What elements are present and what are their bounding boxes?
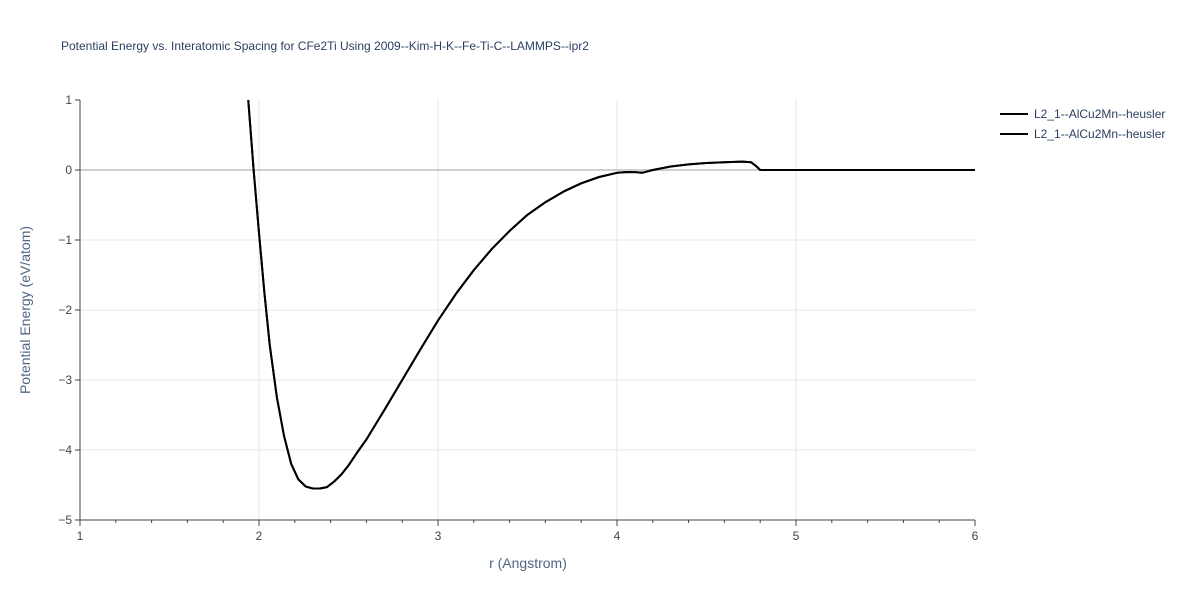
legend[interactable]: L2_1--AlCu2Mn--heusler L2_1--AlCu2Mn--heu… (1000, 107, 1165, 141)
tick-labels: 1 2 3 4 5 6 1 0 −1 −2 −3 −4 −5 (58, 93, 978, 543)
x-tick-label: 6 (972, 529, 979, 543)
y-tick-label: 1 (65, 93, 72, 107)
chart-title: Potential Energy vs. Interatomic Spacing… (61, 39, 589, 53)
x-axis-title: r (Angstrom) (489, 555, 567, 571)
series-line-2 (247, 100, 975, 490)
legend-label: L2_1--AlCu2Mn--heusler (1034, 107, 1165, 121)
y-tick-label: 0 (65, 163, 72, 177)
x-tick-label: 3 (435, 529, 442, 543)
legend-label: L2_1--AlCu2Mn--heusler (1034, 127, 1165, 141)
x-tick-label: 5 (793, 529, 800, 543)
legend-item[interactable]: L2_1--AlCu2Mn--heusler (1000, 107, 1165, 121)
y-tick-label: −3 (58, 373, 72, 387)
y-tick-label: −1 (58, 233, 72, 247)
grid (80, 100, 975, 520)
series-line-1 (247, 100, 975, 490)
x-tick-label: 2 (256, 529, 263, 543)
y-tick-label: −2 (58, 303, 72, 317)
legend-item[interactable]: L2_1--AlCu2Mn--heusler (1000, 127, 1165, 141)
axes (75, 99, 976, 526)
y-tick-label: −5 (58, 513, 72, 527)
y-tick-label: −4 (58, 443, 72, 457)
series-lines (247, 100, 975, 490)
x-tick-label: 4 (614, 529, 621, 543)
x-tick-label: 1 (77, 529, 84, 543)
y-axis-title: Potential Energy (eV/atom) (17, 226, 33, 394)
